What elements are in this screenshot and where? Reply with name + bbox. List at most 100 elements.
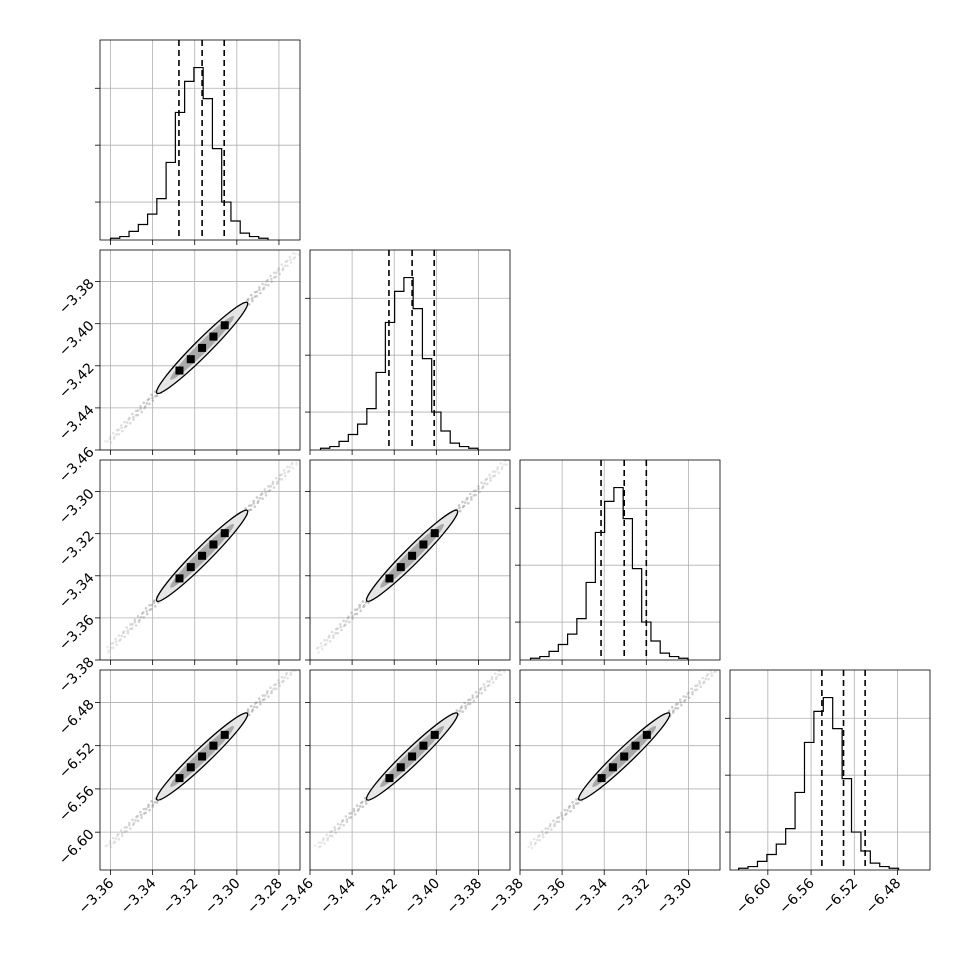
scatter-point — [364, 802, 368, 805]
scatter-point — [246, 299, 249, 302]
scatter-point — [481, 485, 485, 488]
scatter-point — [320, 647, 324, 651]
scatter-point — [464, 704, 467, 708]
scatter-point — [136, 819, 140, 823]
panel-2-0 — [95, 459, 301, 665]
scatter-point — [298, 666, 301, 669]
scatter-point — [285, 671, 289, 675]
scatter-point — [106, 440, 110, 443]
scatter-point — [122, 630, 126, 633]
scatter-point — [536, 835, 540, 838]
scatter-point — [474, 493, 478, 497]
scatter-point — [563, 808, 567, 812]
scatter-point — [280, 263, 284, 266]
scatter-point — [549, 823, 552, 826]
scatter-point — [113, 435, 116, 439]
panel-frame — [309, 249, 511, 451]
panel-3-3 — [725, 669, 931, 875]
scatter-point — [490, 677, 494, 681]
x-tick-label: −3.44 — [317, 875, 359, 917]
scatter-point — [691, 692, 694, 696]
scatter-point — [119, 424, 123, 427]
y-tick-label: −6.48 — [56, 697, 98, 739]
scatter-point — [326, 836, 330, 840]
scatter-point — [131, 412, 134, 416]
scatter-point — [280, 675, 284, 679]
scatter-point — [111, 836, 115, 840]
x-tick-label: −3.30 — [654, 876, 696, 918]
panel-frame — [309, 459, 511, 661]
scatter-point — [486, 684, 489, 688]
scatter-point — [693, 684, 697, 688]
scatter-point — [553, 822, 556, 826]
scatter-point — [683, 698, 687, 702]
density-cell — [209, 540, 218, 549]
scatter-point — [126, 421, 129, 424]
scatter-point — [144, 807, 148, 811]
scatter-point — [255, 701, 258, 704]
scatter-point — [277, 678, 280, 682]
scatter-point — [470, 496, 473, 499]
scatter-point — [293, 256, 297, 259]
scatter-point — [487, 683, 491, 687]
scatter-point — [699, 685, 702, 689]
scatter-point — [121, 631, 125, 635]
scatter-point — [466, 496, 469, 500]
scatter-point — [715, 666, 718, 669]
scatter-point — [132, 821, 136, 825]
scatter-point — [495, 675, 498, 679]
scatter-point — [297, 253, 300, 256]
scatter-point — [138, 618, 141, 622]
scatter-point — [117, 634, 121, 637]
scatter-point — [346, 616, 350, 620]
scatter-point — [120, 426, 123, 430]
scatter-point — [464, 706, 468, 710]
scatter-point — [120, 832, 124, 835]
scatter-point — [361, 800, 364, 804]
density-cell — [631, 741, 640, 750]
panel-frame — [519, 459, 721, 661]
scatter-point — [350, 611, 353, 615]
scatter-point — [252, 502, 256, 505]
scatter-point — [151, 399, 155, 402]
scatter-point — [461, 505, 465, 509]
scatter-point — [139, 810, 142, 814]
scatter-point — [560, 811, 563, 815]
scatter-point — [137, 620, 141, 623]
scatter-point — [682, 695, 685, 698]
scatter-point — [131, 823, 135, 827]
scatter-point — [142, 807, 146, 811]
scatter-point — [496, 465, 500, 469]
scatter-point — [270, 691, 273, 695]
scatter-point — [119, 829, 123, 832]
scatter-point — [126, 631, 130, 635]
scatter-point — [338, 622, 342, 626]
density-cell — [597, 774, 606, 783]
scatter-point — [155, 394, 159, 397]
scatter-point — [344, 815, 348, 818]
scatter-point — [457, 504, 461, 507]
scatter-point — [494, 470, 497, 473]
scatter-point — [491, 470, 495, 473]
scatter-point — [317, 841, 321, 844]
scatter-point — [333, 828, 337, 832]
scatter-point — [505, 463, 508, 466]
scatter-point — [123, 830, 127, 834]
scatter-point — [278, 684, 281, 688]
scatter-point — [575, 798, 578, 801]
histogram-2 — [529, 486, 689, 660]
scatter-point — [150, 607, 153, 611]
scatter-point — [477, 691, 481, 695]
scatter-point — [292, 665, 295, 668]
scatter-point — [267, 695, 270, 698]
panel-3-1 — [305, 669, 511, 875]
scatter-point — [557, 820, 561, 824]
scatter-point — [458, 709, 461, 713]
scatter-point — [136, 413, 140, 417]
scatter-point — [140, 410, 143, 414]
scatter-point — [472, 494, 476, 497]
scatter-point — [500, 467, 504, 471]
scatter-point — [145, 402, 149, 405]
scatter-point — [670, 705, 674, 709]
scatter-point — [323, 842, 326, 845]
